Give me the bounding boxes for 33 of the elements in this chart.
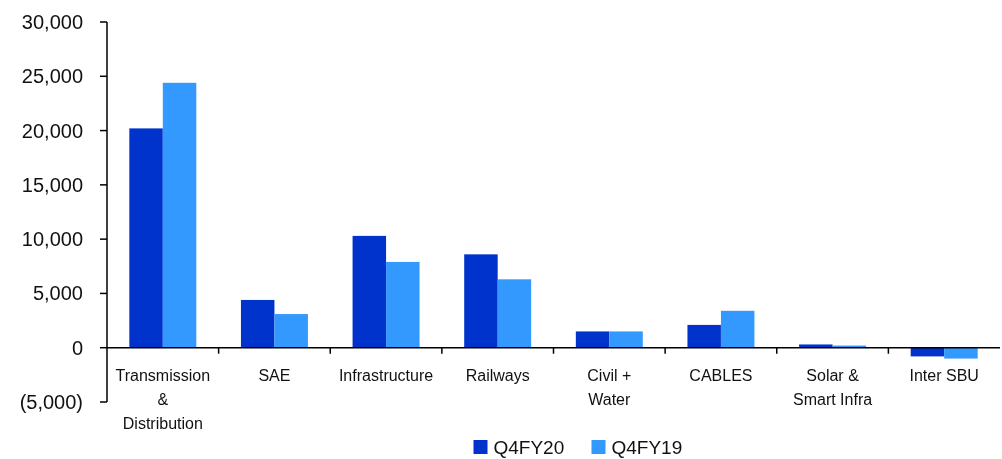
bar: [910, 347, 945, 357]
x-tick-label: Solar & Smart Infra: [792, 366, 873, 408]
legend-label: Q4FY20: [493, 436, 565, 458]
x-tick-label: SAE: [258, 366, 291, 384]
y-tick-label: 25,000: [21, 65, 83, 88]
y-tick-label: 15,000: [21, 173, 83, 196]
y-tick-label: 30,000: [21, 11, 83, 33]
x-tick-label: Transmission & Distribution: [115, 366, 211, 432]
y-tick-label: (5,000): [19, 391, 83, 413]
bar: [386, 261, 420, 348]
y-tick-label: 5,000: [32, 282, 83, 305]
bar: [609, 331, 643, 348]
x-tick-label: Railways: [465, 366, 530, 384]
x-tick-label: Infrastructure: [338, 366, 434, 384]
x-tick-label: CABLES: [689, 366, 753, 384]
bar: [575, 331, 610, 348]
bar: [129, 128, 163, 348]
bar: [944, 347, 978, 359]
bar: [162, 82, 197, 348]
bar: [799, 344, 833, 348]
y-tick-label: 0: [71, 336, 83, 359]
bar: [352, 235, 387, 348]
bar: [497, 279, 532, 348]
y-tick-label: 10,000: [21, 228, 83, 251]
legend-label: Q4FY19: [611, 436, 683, 458]
bar: [240, 299, 275, 348]
x-tick-label: Inter SBU: [909, 366, 979, 384]
bar: [464, 254, 498, 348]
bar: [274, 314, 308, 348]
bar: [687, 324, 721, 348]
y-tick-label: 20,000: [21, 119, 83, 142]
x-tick-label: Civil + Water: [587, 366, 632, 408]
bar: [720, 310, 755, 348]
